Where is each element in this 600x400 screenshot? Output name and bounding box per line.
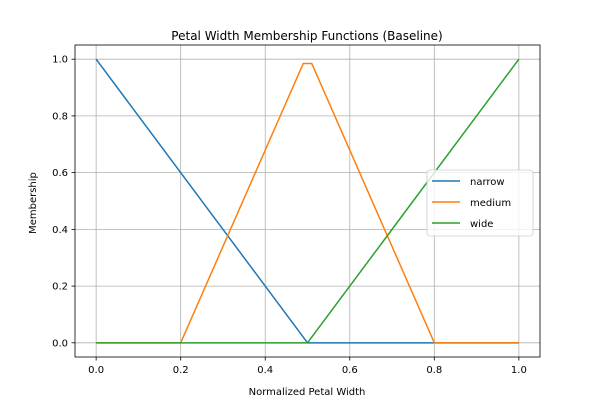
plot-frame: [74, 44, 541, 358]
x-tick-label: 0.0: [88, 365, 104, 376]
y-tick-label: 0.6: [52, 168, 68, 179]
legend-box: [426, 169, 534, 237]
chart-title: Petal Width Membership Functions (Baseli…: [171, 29, 442, 43]
series-line-wide: [96, 58, 520, 344]
legend: narrow medium wide: [426, 169, 534, 237]
y-tick-label: 0.2: [52, 282, 68, 293]
y-tick-label: 0.8: [52, 111, 68, 122]
ticks: 0.0 0.2 0.4 0.6 0.8 1.0 0.0 0.2 0.4 0.6 0.8 1.0: [52, 55, 527, 376]
y-axis-label: Membership: [28, 172, 39, 234]
y-tick-label: 0.0: [52, 338, 68, 349]
legend-label-medium: medium: [470, 198, 511, 209]
x-tick-label: 0.4: [257, 365, 273, 376]
x-tick-label: 0.6: [342, 365, 358, 376]
axes: [74, 44, 541, 358]
series-lines: [95, 58, 520, 344]
x-axis-label: Normalized Petal Width: [249, 387, 366, 398]
x-tick-label: 0.2: [173, 365, 189, 376]
x-tick-label: 0.8: [426, 365, 442, 376]
y-tick-label: 1.0: [52, 55, 68, 66]
legend-label-narrow: narrow: [470, 177, 505, 188]
y-tick-label: 0.4: [52, 225, 68, 236]
x-tick-label: 1.0: [511, 365, 527, 376]
legend-label-wide: wide: [470, 219, 493, 230]
